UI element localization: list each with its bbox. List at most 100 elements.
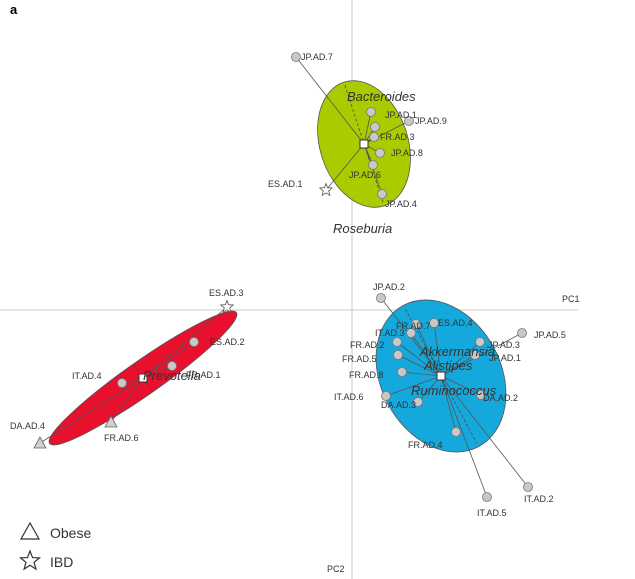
sample-point-bacteroides-3 [370, 122, 380, 132]
genus-label-akkermansia: Akkermansia [419, 344, 495, 359]
cluster-centroid-bacteroides [359, 139, 369, 149]
legend: Obese IBD [18, 521, 91, 571]
sample-point-es-ad-2 [189, 337, 199, 347]
sample-point-jp-ad-8 [375, 148, 385, 158]
sample-point-fr-ad-7 [411, 319, 421, 329]
cluster-ellipses [48, 80, 507, 453]
sample-point-it-ad-5 [482, 492, 492, 502]
spoke-ruminococcus-14 [440, 375, 529, 488]
sample-label-it-ad-5: IT.AD.5 [477, 508, 507, 518]
sample-point-jp-ad-4 [377, 189, 387, 199]
sample-label-jp-ad-1: JP.AD.1 [385, 110, 417, 120]
sample-label-da-ad-4: DA.AD.4 [10, 421, 45, 431]
genus-label-roseburia: Roseburia [333, 221, 392, 236]
spoke-bacteroides-1 [363, 111, 372, 145]
sample-point-jp-ad-1 [366, 107, 376, 117]
spoke-ruminococcus-12 [440, 375, 482, 396]
spoke-ruminococcus-5 [396, 341, 442, 377]
legend-label-ibd: IBD [50, 554, 73, 570]
sample-point-es-ad-3 [219, 299, 235, 314]
spoke-ruminococcus-1 [440, 332, 523, 377]
legend-item-obese: Obese [19, 521, 91, 541]
sample-point-jp-ad-3 [475, 337, 485, 347]
spoke-ruminococcus-10 [385, 375, 442, 397]
sample-point-fr-ad-4 [451, 427, 461, 437]
cluster-centroid-prevotella [138, 373, 148, 383]
spoke-prevotella-4 [110, 377, 144, 423]
star-icon [18, 549, 42, 571]
sample-label-jp-ad-7: JP.AD.7 [301, 52, 333, 62]
sample-label-fr-ad-5: FR.AD.5 [342, 354, 377, 364]
spoke-ruminococcus-6 [440, 341, 481, 377]
sample-point-fr-ad-8 [397, 367, 407, 377]
spoke-ruminococcus-4 [410, 332, 442, 377]
spoke-ruminococcus-2 [415, 323, 442, 377]
sample-point-jp-ad-5 [517, 328, 527, 338]
sample-label-fr-ad-6: FR.AD.6 [104, 433, 139, 443]
sample-label-jp-ad-2: JP.AD.2 [373, 282, 405, 292]
sample-label-jp-ad-9: JP.AD.9 [415, 116, 447, 126]
sample-points [33, 52, 533, 502]
pc2-axis-label: PC2 [327, 564, 345, 574]
sample-label-it-ad-4: IT.AD.4 [72, 371, 102, 381]
sample-label-da-ad-3: DA.AD.3 [381, 400, 416, 410]
spoke-ruminococcus-8 [440, 354, 476, 377]
sample-point-fr-ad-1 [167, 361, 177, 371]
legend-item-ibd: IBD [18, 549, 73, 571]
sample-point-es-ad-4 [429, 318, 439, 328]
spoke-ruminococcus-3 [433, 322, 442, 377]
sample-point-jp-ad-1 [470, 350, 480, 360]
cluster-centroid-ruminococcus [436, 371, 446, 381]
driver-genus-labels: Bacteroides Roseburia Prevotella Akkerma… [143, 89, 497, 398]
spoke-ruminococcus-13 [440, 375, 457, 433]
sample-label-jp-ad-1: JP.AD.1 [489, 353, 521, 363]
sample-labels: JP.AD.7JP.AD.1JP.AD.9FR.AD.3JP.AD.8JP.AD… [10, 52, 566, 518]
sample-point-jp-ad-2 [376, 293, 386, 303]
sample-point-fr-ad-2 [392, 337, 402, 347]
sample-label-it-ad-3: IT.AD.3 [375, 328, 405, 338]
genus-label-prevotella: Prevotella [143, 368, 201, 383]
sample-point-da-ad-2 [476, 390, 486, 400]
sample-label-fr-ad-7: FR.AD.7 [396, 321, 431, 331]
spoke-prevotella-0 [142, 306, 228, 379]
triangle-icon [19, 521, 41, 540]
spoke-prevotella-3 [142, 365, 173, 379]
spoke-bacteroides-0 [295, 56, 365, 145]
genus-label-alistipes: Alistipes [423, 358, 473, 373]
sample-label-it-ad-2: IT.AD.2 [524, 494, 554, 504]
sample-label-jp-ad-8: JP.AD.8 [391, 148, 423, 158]
sample-label-jp-ad-6: JP.AD.6 [349, 170, 381, 180]
sample-label-jp-ad-4: JP.AD.4 [385, 199, 417, 209]
spoke-prevotella-1 [142, 341, 195, 379]
sample-point-jp-ad-7 [291, 52, 301, 62]
sample-point-da-ad-3 [413, 397, 423, 407]
sample-label-es-ad-3: ES.AD.3 [209, 288, 244, 298]
sample-point-es-ad-1 [318, 182, 334, 197]
sample-point-fr-ad-3 [369, 132, 379, 142]
sample-point-jp-ad-9 [404, 116, 414, 126]
spoke-bacteroides-8 [325, 143, 365, 191]
sample-label-da-ad-2: DA.AD.2 [483, 393, 518, 403]
sample-point-it-ad-3 [406, 328, 416, 338]
panel-label: a [10, 2, 18, 17]
genus-label-bacteroides: Bacteroides [347, 89, 416, 104]
sample-label-es-ad-1: ES.AD.1 [268, 179, 303, 189]
sample-label-fr-ad-8: FR.AD.8 [349, 370, 384, 380]
spoke-ruminococcus-7 [397, 354, 442, 377]
sample-point-it-ad-2 [523, 482, 533, 492]
sample-point-fr-ad-6 [104, 415, 118, 428]
sample-label-it-ad-6: IT.AD.6 [334, 392, 364, 402]
sample-label-fr-ad-3: FR.AD.3 [380, 132, 415, 142]
sample-label-jp-ad-3: JP.AD.3 [488, 340, 520, 350]
sample-point-it-ad-6 [381, 391, 391, 401]
sample-label-es-ad-2: ES.AD.2 [210, 337, 245, 347]
sample-point-da-ad-4 [33, 436, 47, 449]
spoke-ruminococcus-9 [401, 371, 442, 377]
sample-label-fr-ad-2: FR.AD.2 [350, 340, 385, 350]
legend-label-obese: Obese [50, 525, 91, 541]
spoke-ruminococcus-15 [440, 375, 488, 498]
genus-label-ruminococcus: Ruminococcus [411, 383, 497, 398]
sample-label-fr-ad-4: FR.AD.4 [408, 440, 443, 450]
sample-label-es-ad-4: ES.AD.4 [438, 318, 473, 328]
